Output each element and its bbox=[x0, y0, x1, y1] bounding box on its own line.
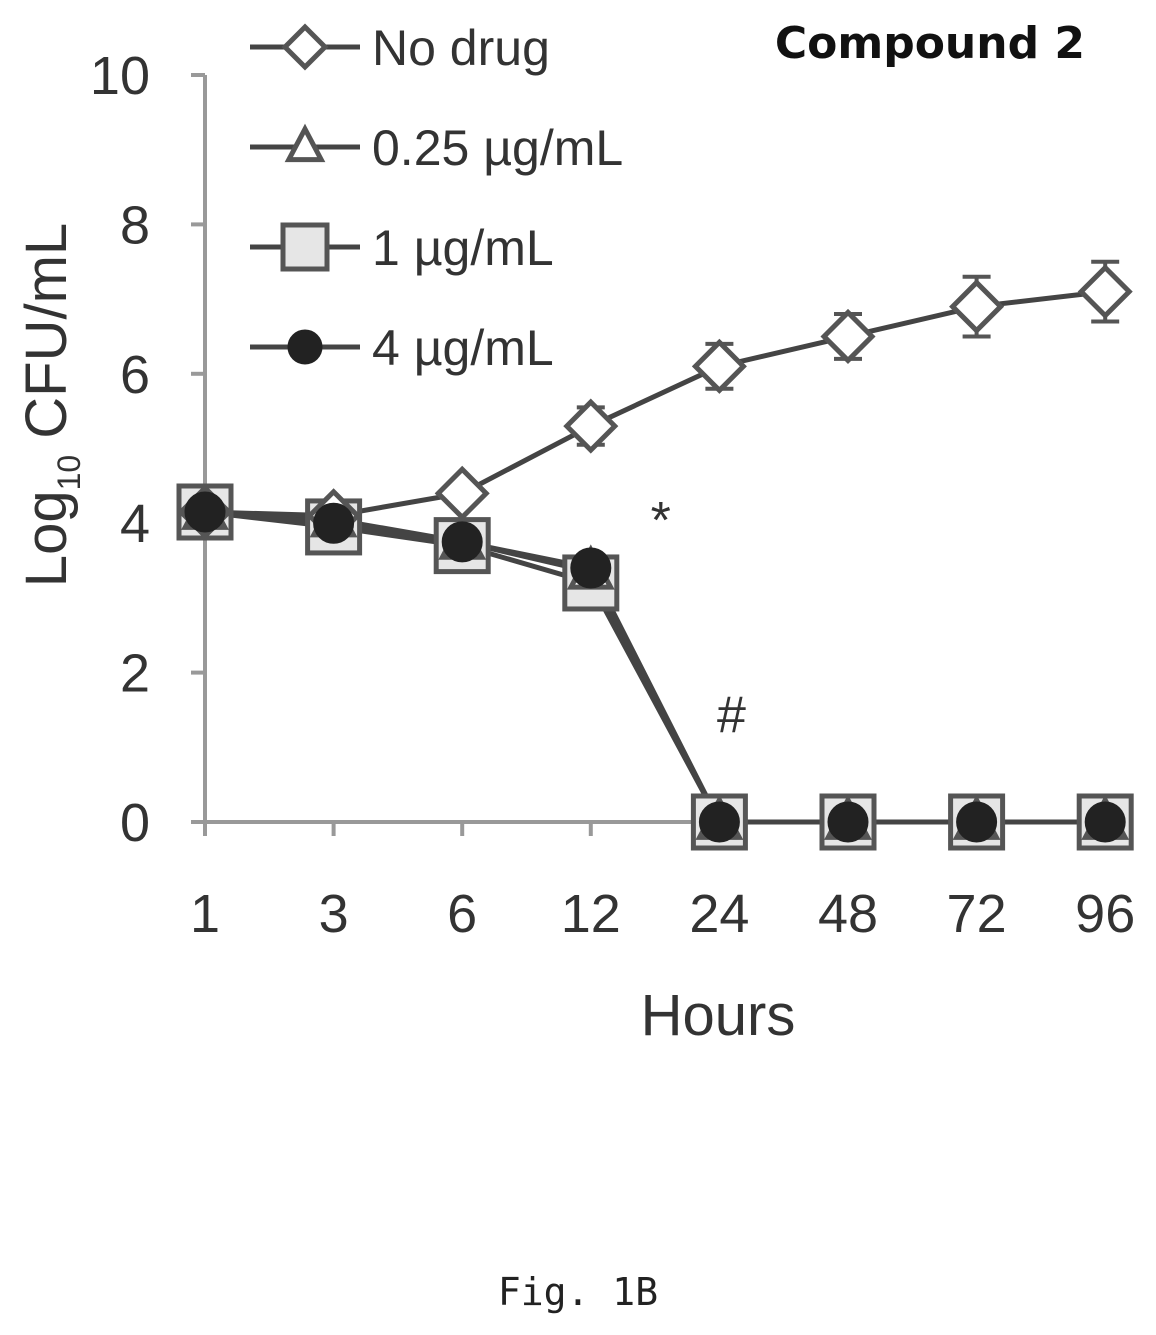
x-tick-label: 96 bbox=[1075, 884, 1135, 944]
y-axis-label-main: Log bbox=[14, 490, 79, 587]
data-point-series-4 bbox=[956, 801, 998, 843]
y-tick-label: 8 bbox=[120, 195, 150, 255]
y-axis-label-rest: CFU/mL bbox=[14, 223, 79, 455]
legend-marker-4 bbox=[287, 329, 323, 365]
x-tick-label: 12 bbox=[561, 884, 621, 944]
legend-label-2: 0.25 µg/mL bbox=[372, 120, 623, 176]
series-line-2 bbox=[204, 509, 1106, 825]
data-point-series-1 bbox=[691, 338, 747, 394]
x-tick-label: 6 bbox=[447, 884, 477, 944]
y-tick-label: 10 bbox=[90, 46, 150, 106]
data-point-series-1 bbox=[434, 465, 490, 521]
x-tick-label: 1 bbox=[190, 884, 220, 944]
data-point-series-1 bbox=[949, 279, 1005, 335]
y-tick-label: 4 bbox=[120, 494, 150, 554]
y-tick-label: 0 bbox=[120, 793, 150, 853]
x-tick-label: 3 bbox=[319, 884, 349, 944]
annotation-label: * bbox=[651, 492, 671, 550]
data-point-series-1 bbox=[563, 398, 619, 454]
y-tick-label: 2 bbox=[120, 644, 150, 704]
data-point-series-4 bbox=[441, 521, 483, 563]
legend-marker-2 bbox=[284, 123, 326, 163]
y-axis-label-subscript: 10 bbox=[51, 455, 87, 491]
data-point-series-4 bbox=[313, 502, 355, 544]
data-point-series-4 bbox=[1084, 801, 1126, 843]
annotation-label: # bbox=[717, 686, 746, 744]
x-tick-label: 24 bbox=[689, 884, 749, 944]
legend-label-1: No drug bbox=[372, 20, 550, 76]
data-point-series-4 bbox=[570, 547, 612, 589]
y-axis-label: Log10 CFU/mL bbox=[14, 223, 87, 587]
data-point-series-4 bbox=[827, 801, 869, 843]
series-line-3 bbox=[204, 509, 1106, 825]
x-tick-label: 48 bbox=[818, 884, 878, 944]
data-point-series-1 bbox=[820, 308, 876, 364]
legend-marker-3 bbox=[280, 222, 330, 272]
figure-caption: Fig. 1B bbox=[497, 1270, 659, 1314]
data-point-series-4 bbox=[184, 491, 226, 533]
legend-label-3: 1 µg/mL bbox=[372, 220, 554, 276]
data-point-series-1 bbox=[1077, 264, 1133, 320]
legend-marker-1 bbox=[281, 23, 329, 71]
x-tick-label: 72 bbox=[947, 884, 1007, 944]
x-axis-label: Hours bbox=[641, 983, 796, 1048]
y-tick-label: 6 bbox=[120, 345, 150, 405]
chart-title: Compound 2 bbox=[775, 18, 1085, 69]
legend-label-4: 4 µg/mL bbox=[372, 320, 554, 376]
data-point-series-4 bbox=[698, 801, 740, 843]
series-line-4 bbox=[204, 509, 1106, 825]
